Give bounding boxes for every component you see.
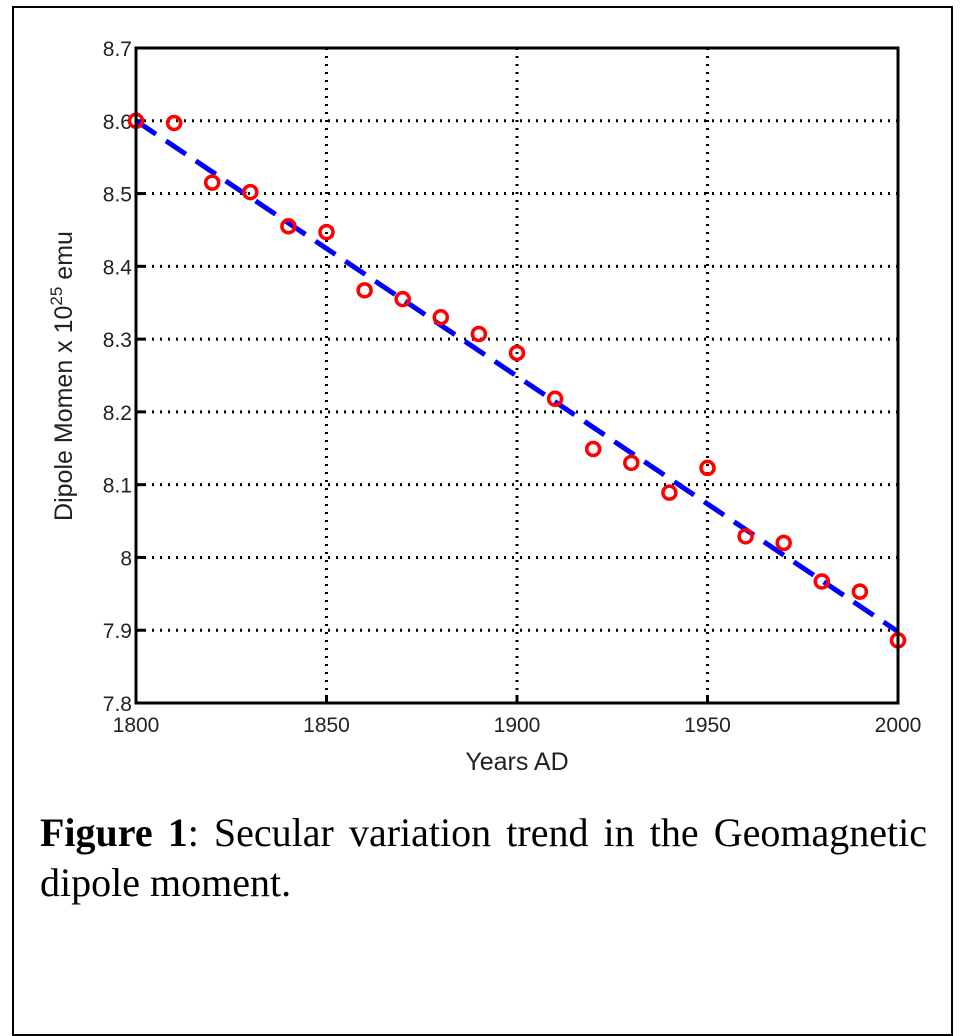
x-axis-label: Years AD [465, 748, 568, 776]
x-tick-label: 1800 [113, 714, 160, 737]
figure-caption: Figure 1: Secular variation trend in the… [40, 808, 927, 908]
y-tick-label: 8.4 [103, 256, 133, 279]
caption-text: : Secular variation trend in the Geomagn… [40, 810, 928, 905]
data-point [394, 290, 411, 308]
data-point [699, 459, 716, 477]
data-point [546, 390, 564, 408]
data-point [165, 114, 183, 132]
grid [136, 48, 898, 703]
y-axis-label: Dipole Momen x 1025 emu [47, 231, 78, 521]
data-point [508, 344, 526, 362]
data-point [737, 528, 754, 545]
x-tick-label: 2000 [875, 714, 922, 737]
data-point [470, 325, 488, 343]
data-point [203, 174, 221, 191]
data-point [661, 484, 678, 501]
chart: 1800 1850 1900 1950 2000 7.8 7.9 8 8.1 8.2 8.3 8.4 8… [47, 38, 922, 776]
data-point [432, 309, 450, 326]
ticks: 1800 1850 1900 1950 2000 7.8 7.9 8 8.1 8.2 8.3 8.4 8… [103, 38, 922, 737]
data-point [280, 218, 297, 235]
y-tick-label: 8 [120, 547, 132, 570]
data-point [584, 440, 602, 458]
y-tick-label: 7.9 [103, 620, 132, 643]
marks [127, 112, 907, 649]
y-tick-label: 8.5 [103, 184, 132, 207]
y-tick-label: 8.1 [103, 475, 132, 498]
data-point [318, 223, 335, 241]
y-tick-label: 8.6 [103, 111, 132, 134]
y-tick-label: 7.8 [103, 693, 132, 716]
plot-area-border [134, 46, 900, 705]
y-tick-label: 8.3 [103, 329, 132, 352]
trend-line [134, 118, 900, 634]
data-point [813, 573, 831, 590]
y-tick-label: 8.7 [103, 38, 132, 61]
data-point [242, 183, 259, 201]
caption-label: Figure 1 [40, 810, 188, 855]
y-tick-label: 8.2 [103, 402, 132, 425]
x-tick-label: 1850 [303, 714, 350, 737]
data-point [851, 583, 869, 600]
data-point [623, 454, 640, 472]
x-tick-label: 1950 [684, 714, 731, 737]
data-point [775, 534, 792, 552]
x-tick-label: 1900 [494, 714, 541, 737]
data-point [356, 282, 373, 299]
